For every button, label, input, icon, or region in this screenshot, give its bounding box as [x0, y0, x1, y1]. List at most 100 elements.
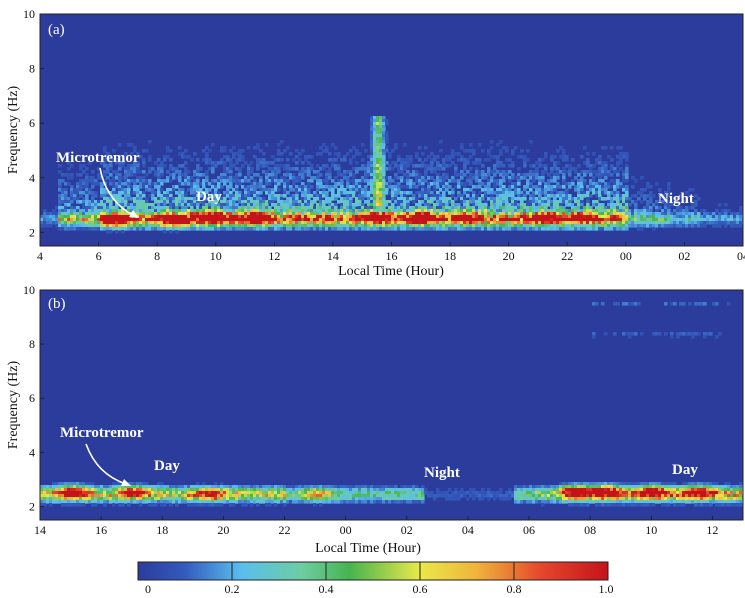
heatmap-cell [445, 158, 449, 162]
heatmap-cell [580, 194, 584, 198]
heatmap-cell [325, 212, 329, 216]
heatmap-cell [640, 194, 644, 198]
heatmap-cell [247, 164, 251, 168]
heatmap-cell [442, 215, 446, 219]
heatmap-cell [526, 173, 530, 177]
heatmap-cell [544, 206, 548, 210]
heatmap-cell [250, 503, 254, 507]
heatmap-cell [418, 173, 422, 177]
heatmap-cell [400, 227, 404, 231]
heatmap-cell [685, 212, 689, 216]
heatmap-cell [229, 503, 233, 507]
heatmap-cell [259, 206, 263, 210]
heatmap-cell [556, 218, 560, 222]
heatmap-cell [283, 494, 287, 498]
heatmap-cell [67, 497, 71, 501]
heatmap-cell [367, 197, 371, 201]
heatmap-cell [226, 227, 230, 231]
heatmap-cell [58, 497, 62, 501]
heatmap-cell [316, 194, 320, 198]
heatmap-cell [61, 197, 65, 201]
heatmap-cell [274, 173, 278, 177]
heatmap-cell [178, 188, 182, 192]
heatmap-cell [91, 191, 95, 195]
heatmap-cell [565, 218, 569, 222]
heatmap-cell [232, 497, 236, 501]
heatmap-cell [250, 161, 254, 165]
heatmap-cell [187, 221, 191, 225]
heatmap-cell [385, 176, 389, 180]
heatmap-cell [334, 197, 338, 201]
heatmap-cell [442, 224, 446, 228]
heatmap-cell [115, 215, 119, 219]
heatmap-cell [541, 209, 545, 213]
heatmap-cell [247, 209, 251, 213]
heatmap-cell [490, 170, 494, 174]
heatmap-cell [214, 200, 218, 204]
heatmap-cell [400, 191, 404, 195]
heatmap-cell [304, 173, 308, 177]
heatmap-cell [316, 164, 320, 168]
heatmap-cell [547, 194, 551, 198]
heatmap-cell [367, 164, 371, 168]
heatmap-cell [124, 224, 128, 228]
heatmap-cell [379, 224, 383, 228]
heatmap-cell [337, 212, 341, 216]
heatmap-cell [139, 206, 143, 210]
heatmap-cell [418, 500, 422, 504]
heatmap-cell [304, 155, 308, 159]
heatmap-cell [451, 161, 455, 165]
heatmap-cell [715, 221, 719, 225]
heatmap-cell [61, 494, 65, 498]
heatmap-cell [577, 197, 581, 201]
heatmap-cell [109, 158, 113, 162]
heatmap-cell [496, 206, 500, 210]
heatmap-cell [295, 194, 299, 198]
heatmap-cell [205, 209, 209, 213]
heatmap-cell [532, 200, 536, 204]
heatmap-cell [43, 491, 47, 495]
heatmap-cell [208, 212, 212, 216]
heatmap-cell [286, 179, 290, 183]
heatmap-cell [214, 494, 218, 498]
heatmap-cell [379, 203, 383, 207]
heatmap-cell [166, 227, 170, 231]
heatmap-cell [481, 209, 485, 213]
heatmap-cell [64, 215, 68, 219]
heatmap-cell [625, 167, 629, 171]
heatmap-cell [619, 221, 623, 225]
heatmap-cell [598, 167, 602, 171]
heatmap-cell [544, 167, 548, 171]
heatmap-cell [640, 188, 644, 192]
heatmap-cell [394, 182, 398, 186]
heatmap-cell [367, 227, 371, 231]
heatmap-cell [265, 161, 269, 165]
heatmap-cell [358, 488, 362, 492]
heatmap-cell [142, 182, 146, 186]
heatmap-cell [118, 143, 122, 147]
heatmap-cell [427, 224, 431, 228]
heatmap-cell [427, 176, 431, 180]
heatmap-cell [76, 173, 80, 177]
heatmap-cell [247, 212, 251, 216]
heatmap-cell [541, 170, 545, 174]
heatmap-cell [142, 149, 146, 153]
heatmap-cell [145, 224, 149, 228]
heatmap-cell [127, 227, 131, 231]
heatmap-cell [583, 224, 587, 228]
heatmap-cell [82, 179, 86, 183]
heatmap-cell [265, 497, 269, 501]
heatmap-cell [364, 191, 368, 195]
heatmap-cell [268, 167, 272, 171]
heatmap-cell [382, 122, 386, 126]
heatmap-cell [163, 203, 167, 207]
heatmap-cell [502, 206, 506, 210]
heatmap-cell [337, 221, 341, 225]
heatmap-cell [550, 158, 554, 162]
heatmap-cell [328, 218, 332, 222]
heatmap-cell [337, 224, 341, 228]
heatmap-cell [610, 200, 614, 204]
heatmap-cell [226, 185, 230, 189]
heatmap-cell [100, 224, 104, 228]
heatmap-cell [319, 197, 323, 201]
